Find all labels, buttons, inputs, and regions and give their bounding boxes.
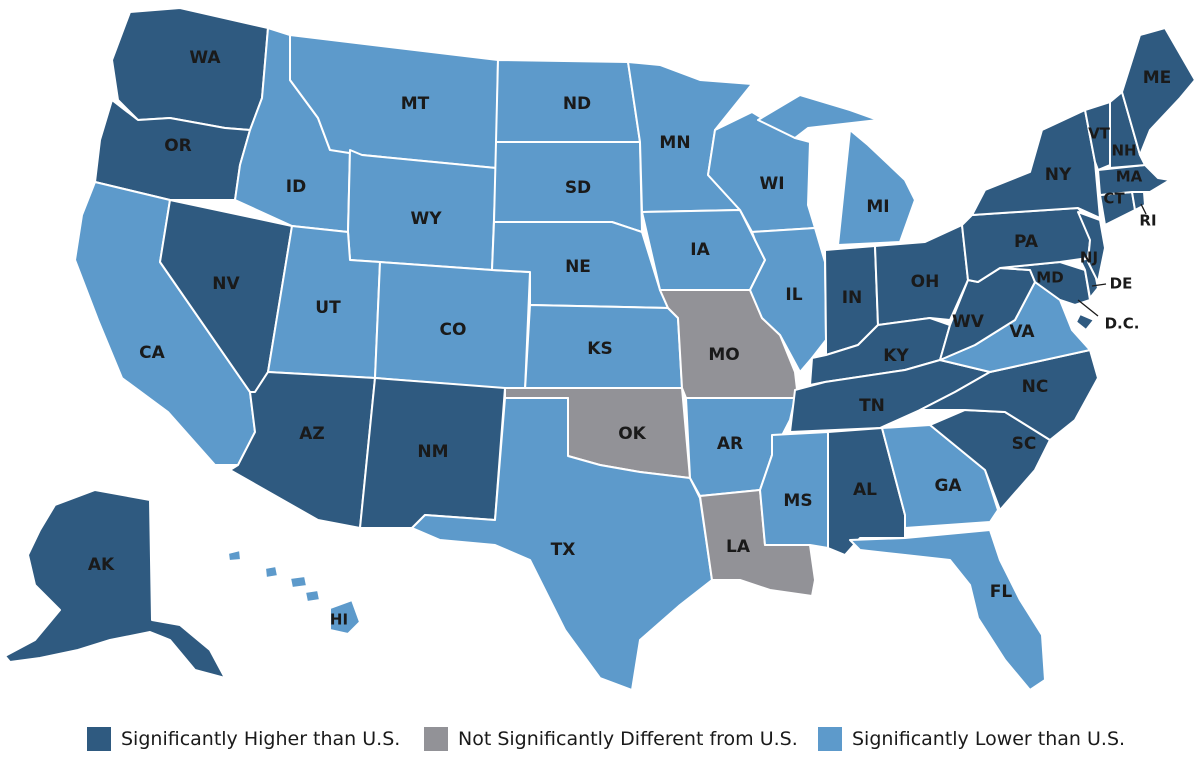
label-VT: VT — [1088, 125, 1111, 143]
label-AK: AK — [88, 555, 115, 575]
label-SD: SD — [565, 178, 591, 198]
legend-item-not-different: Not Significantly Different from U.S. — [424, 726, 798, 752]
state-FL[interactable] — [849, 529, 1046, 691]
label-CO: CO — [440, 320, 467, 340]
label-SC: SC — [1012, 434, 1037, 454]
label-OR: OR — [164, 136, 192, 156]
label-NJ: NJ — [1080, 249, 1098, 267]
label-PA: PA — [1014, 232, 1039, 252]
label-FL: FL — [990, 582, 1013, 602]
legend-swatch-lower — [818, 727, 842, 751]
label-OK: OK — [618, 424, 646, 444]
label-MA: MA — [1116, 168, 1143, 186]
state-ME[interactable] — [1121, 27, 1196, 156]
state-IL[interactable] — [749, 227, 827, 373]
label-MD: MD — [1036, 269, 1063, 287]
legend-item-higher: Significantly Higher than U.S. — [87, 726, 400, 752]
label-MT: MT — [401, 94, 430, 114]
state-VT[interactable] — [1084, 101, 1111, 171]
callout-line-DE — [1091, 283, 1107, 287]
label-WV: WV — [952, 312, 985, 332]
state-MI[interactable] — [757, 94, 916, 246]
label-KS: KS — [587, 339, 612, 359]
label-WA: WA — [189, 48, 221, 68]
state-AZ[interactable] — [229, 371, 376, 529]
legend-swatch-higher — [87, 727, 111, 751]
label-LA: LA — [726, 537, 751, 557]
legend-label-higher: Significantly Higher than U.S. — [121, 728, 401, 750]
callout-line-DC — [1077, 299, 1099, 317]
state-TX[interactable] — [411, 397, 713, 691]
state-NY[interactable] — [971, 109, 1101, 219]
label-OH: OH — [911, 272, 940, 292]
label-WI: WI — [759, 174, 784, 194]
label-NC: NC — [1022, 377, 1049, 397]
state-WA[interactable] — [111, 7, 269, 131]
label-GA: GA — [934, 476, 962, 496]
label-NH: NH — [1111, 142, 1136, 160]
label-AL: AL — [853, 480, 877, 500]
label-AR: AR — [717, 434, 743, 454]
label-MN: MN — [659, 133, 690, 153]
label-TX: TX — [551, 540, 576, 560]
state-MA[interactable] — [1097, 164, 1171, 196]
label-VA: VA — [1009, 322, 1035, 342]
label-HI: HI — [330, 611, 348, 629]
legend-swatch-not-different — [424, 727, 448, 751]
state-HI[interactable] — [227, 549, 361, 635]
state-AK[interactable] — [4, 489, 226, 679]
label-ID: ID — [286, 177, 306, 197]
label-KY: KY — [883, 346, 909, 366]
label-NE: NE — [565, 257, 591, 277]
state-NH[interactable] — [1109, 91, 1146, 169]
legend: Significantly Higher than U.S. Not Signi… — [0, 718, 1200, 758]
state-NJ[interactable] — [1077, 211, 1106, 283]
label-NM: NM — [417, 442, 448, 462]
state-MD[interactable] — [999, 261, 1091, 306]
label-TN: TN — [859, 396, 885, 416]
label-ME: ME — [1143, 68, 1172, 88]
label-CA: CA — [139, 343, 165, 363]
label-IN: IN — [842, 288, 863, 308]
callout-line-RI — [1140, 203, 1147, 215]
legend-item-lower: Significantly Lower than U.S. — [818, 726, 1125, 752]
legend-label-not-different: Not Significantly Different from U.S. — [458, 728, 798, 750]
label-AZ: AZ — [299, 424, 324, 444]
state-NC[interactable] — [919, 349, 1099, 441]
legend-label-lower: Significantly Lower than U.S. — [852, 728, 1126, 750]
label-DE: DE — [1110, 275, 1133, 293]
label-MI: MI — [866, 197, 889, 217]
label-NY: NY — [1045, 165, 1072, 185]
label-IL: IL — [785, 285, 802, 305]
label-UT: UT — [315, 298, 341, 318]
label-DC: D.C. — [1105, 315, 1140, 333]
label-RI: RI — [1139, 212, 1156, 230]
state-DC[interactable] — [1075, 313, 1095, 331]
label-IA: IA — [690, 240, 710, 260]
label-CT: CT — [1103, 190, 1125, 208]
label-ND: ND — [563, 94, 591, 114]
label-MS: MS — [783, 491, 812, 511]
label-MO: MO — [708, 345, 739, 365]
label-WY: WY — [410, 209, 442, 229]
label-NV: NV — [212, 274, 240, 294]
